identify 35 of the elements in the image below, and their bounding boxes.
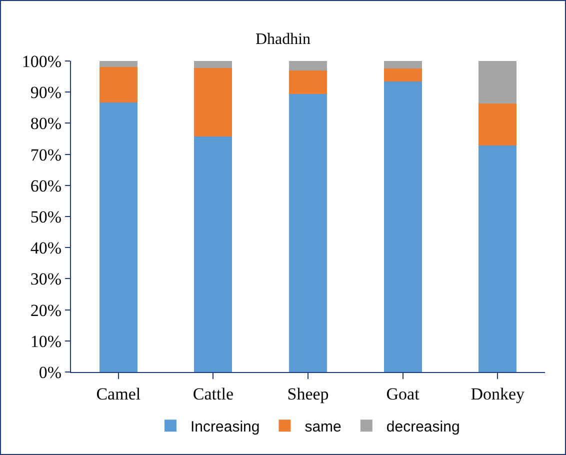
x-tick-label: Sheep (287, 384, 329, 404)
bar (478, 145, 517, 372)
x-tick-label: Cattle (192, 384, 234, 404)
bar (478, 104, 517, 146)
legend-label: Increasing (190, 418, 260, 436)
legend-label: same (304, 418, 342, 436)
bar (194, 68, 232, 136)
x-tick-label: Camel (96, 384, 141, 404)
y-tick-label: 60% (30, 176, 62, 196)
chart-title: Dhadhin (255, 30, 311, 48)
bar (194, 136, 232, 372)
y-tick-label: 80% (30, 114, 62, 134)
legend-label: decreasing (386, 418, 460, 436)
y-tick-label: 90% (30, 83, 62, 102)
bar (384, 68, 422, 82)
bar (289, 70, 327, 94)
y-tick-label: 30% (30, 270, 62, 289)
bar (99, 102, 138, 372)
x-tick-label: Goat (386, 384, 420, 404)
y-tick-label: 10% (30, 332, 62, 351)
bar (99, 66, 138, 102)
bar (384, 61, 422, 68)
bar (99, 61, 138, 67)
bar (384, 82, 422, 372)
y-tick-label: 100% (22, 52, 62, 71)
bar (289, 94, 327, 372)
bar (289, 61, 327, 70)
bar (194, 61, 232, 68)
bar (478, 61, 517, 104)
y-tick-label: 40% (30, 238, 62, 258)
y-tick-label: 20% (30, 300, 62, 320)
x-tick-label: Donkey (470, 384, 526, 404)
y-tick-label: 50% (30, 207, 62, 226)
y-tick-label: 70% (30, 145, 62, 164)
y-tick-label: 0% (38, 362, 62, 382)
